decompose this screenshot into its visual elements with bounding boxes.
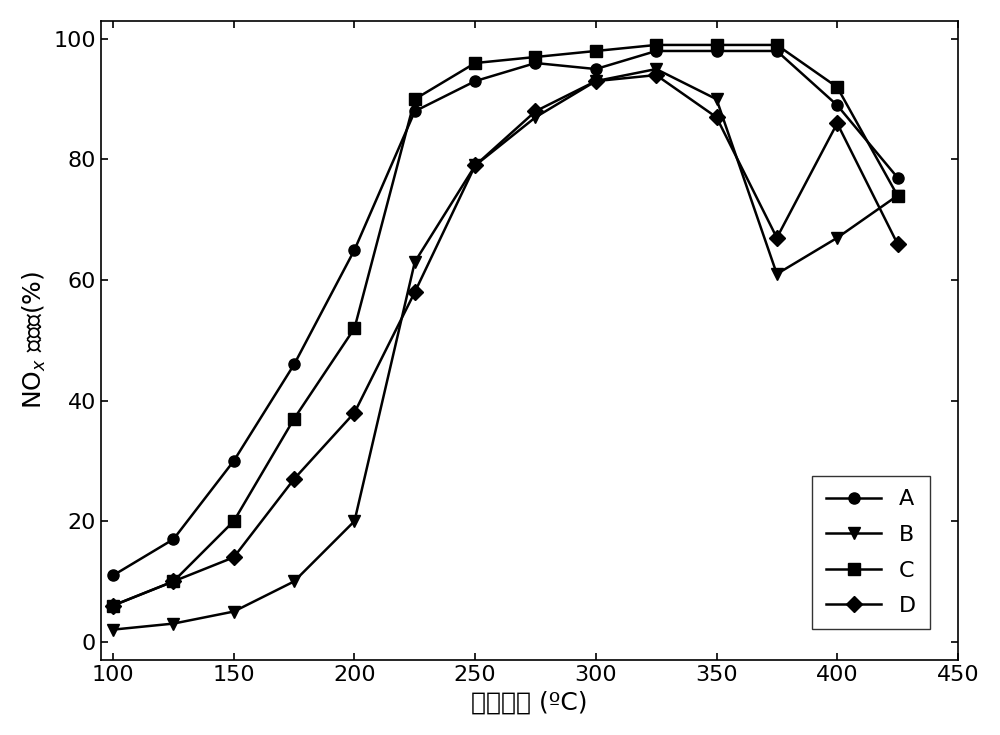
C [892, 191, 904, 200]
C [107, 601, 119, 610]
D [650, 71, 662, 79]
A [771, 46, 783, 55]
B [288, 577, 300, 586]
D [711, 113, 723, 122]
B [529, 113, 541, 122]
D [469, 161, 481, 170]
C [831, 83, 843, 92]
A [288, 360, 300, 369]
X-axis label: 反应温度 (ºC): 反应温度 (ºC) [471, 690, 588, 714]
C [348, 324, 360, 333]
D [771, 234, 783, 243]
C [288, 415, 300, 423]
D [167, 577, 179, 586]
Line: D: D [108, 70, 903, 611]
Y-axis label: $\mathrm{NO}_x$ 转化率(%): $\mathrm{NO}_x$ 转化率(%) [21, 271, 48, 409]
B [469, 161, 481, 170]
Legend: A, B, C, D: A, B, C, D [812, 476, 930, 629]
D [590, 76, 602, 85]
C [771, 40, 783, 49]
A [167, 535, 179, 544]
B [348, 517, 360, 526]
B [831, 234, 843, 243]
A [469, 76, 481, 85]
A [650, 46, 662, 55]
C [650, 40, 662, 49]
A [228, 456, 240, 465]
D [348, 408, 360, 417]
A [590, 65, 602, 74]
B [711, 95, 723, 104]
D [409, 287, 421, 296]
D [107, 601, 119, 610]
A [409, 107, 421, 115]
A [711, 46, 723, 55]
A [107, 571, 119, 580]
Line: C: C [108, 40, 903, 611]
D [228, 553, 240, 562]
C [590, 46, 602, 55]
B [167, 619, 179, 628]
C [711, 40, 723, 49]
B [409, 257, 421, 266]
D [529, 107, 541, 115]
Line: B: B [108, 63, 903, 635]
C [469, 59, 481, 68]
B [107, 625, 119, 634]
D [288, 475, 300, 484]
Line: A: A [108, 46, 903, 581]
B [892, 191, 904, 200]
B [650, 65, 662, 74]
C [167, 577, 179, 586]
C [228, 517, 240, 526]
A [892, 173, 904, 182]
D [892, 240, 904, 248]
A [831, 101, 843, 110]
A [529, 59, 541, 68]
A [348, 245, 360, 254]
C [529, 53, 541, 62]
B [771, 270, 783, 279]
D [831, 119, 843, 128]
B [228, 607, 240, 616]
B [590, 76, 602, 85]
C [409, 95, 421, 104]
